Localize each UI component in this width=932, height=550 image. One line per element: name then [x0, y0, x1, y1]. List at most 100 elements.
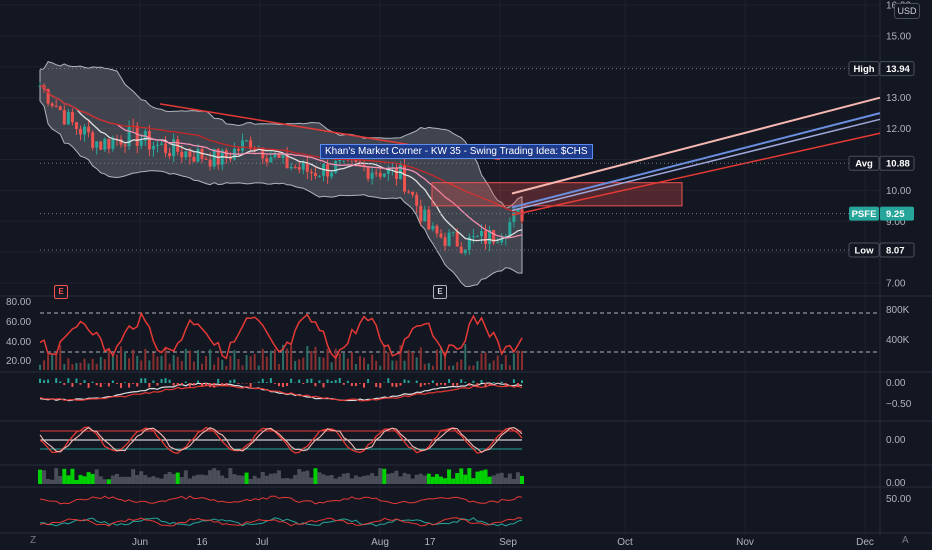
volume-bar — [358, 356, 361, 370]
candle-body — [151, 145, 155, 150]
candle-body — [496, 242, 500, 244]
price-tag-value-box — [880, 206, 914, 221]
macd-histogram-bar — [314, 383, 317, 387]
candle-body — [411, 191, 415, 195]
candle-body — [62, 110, 66, 125]
di-minus-line — [39, 517, 523, 527]
volume-bar — [496, 355, 499, 370]
volume-bar — [363, 357, 366, 370]
candle-body — [427, 209, 431, 230]
candle-body — [512, 212, 516, 223]
vol-osc-bar — [151, 476, 156, 484]
macd-histogram-bar — [500, 381, 503, 383]
candle-body — [74, 122, 78, 129]
vol-osc-bar — [386, 473, 391, 484]
candle-body — [58, 106, 62, 111]
vol-osc-bar — [102, 479, 107, 484]
vol-osc-bar — [374, 476, 379, 484]
candle-body — [188, 151, 192, 157]
macd-histogram-bar — [188, 383, 191, 387]
candle-body — [66, 112, 70, 125]
candle-body — [479, 230, 483, 237]
volume-bar — [95, 363, 98, 370]
price-tags: High 13.94 Avg 10.88 PSFE 9.25 Low 8.07 — [848, 61, 915, 258]
macd-histogram-bar — [144, 378, 147, 383]
volume-bar — [500, 363, 503, 370]
vol-osc-bar — [402, 472, 407, 484]
volume-bar — [427, 363, 430, 370]
currency-badge[interactable]: USD — [894, 3, 920, 19]
stoch-d-line — [39, 426, 523, 453]
candle-body — [285, 153, 289, 169]
volume-bar — [209, 349, 212, 370]
macd-histogram-bar — [115, 383, 118, 384]
vol-osc-bar — [285, 478, 290, 484]
volume-bar — [516, 350, 519, 370]
macd-line — [39, 382, 523, 402]
vol-osc-bar — [78, 474, 83, 484]
timezone-toggle[interactable]: Z — [30, 535, 37, 546]
earnings-badge[interactable]: E — [433, 285, 447, 299]
macd-histogram-bar — [484, 383, 487, 388]
vol-osc-bar — [281, 478, 286, 484]
vol-osc-bar — [333, 478, 338, 484]
idea-title-label: Khan's Market Corner - KW 35 - Swing Tra… — [320, 144, 593, 159]
candle-body — [386, 168, 390, 174]
volume-bar — [140, 360, 143, 370]
vol-osc-bar — [54, 468, 59, 484]
candle-body — [180, 151, 184, 158]
vol-osc-bar — [455, 472, 460, 484]
stoch-tick-label: 0.00 — [886, 435, 906, 446]
volume-bar — [176, 356, 179, 370]
vol-osc-bar — [406, 474, 411, 484]
vol-osc-bar — [131, 469, 136, 484]
rsi-tick-label: 60.00 — [6, 317, 31, 328]
macd-histogram-bar — [302, 383, 305, 384]
volume-bar — [286, 348, 289, 370]
vol-osc-bar — [155, 477, 160, 484]
vol-osc-bar — [167, 472, 172, 484]
macd-histogram-bar — [277, 383, 280, 387]
time-axis[interactable]: Jun 16 Jul Aug 17 Sep Oct Nov Dec — [132, 537, 874, 548]
vol-osc-bar — [240, 475, 245, 484]
macd-histogram-bar — [43, 380, 46, 383]
macd-histogram-bar — [379, 383, 382, 388]
vol-osc-bar — [313, 468, 318, 484]
macd-histogram-bar — [221, 383, 224, 386]
vol-osc-bar — [483, 469, 488, 484]
macd-histogram-bar — [136, 383, 139, 387]
vol-osc-bar — [398, 476, 403, 484]
volume-bar — [375, 360, 378, 370]
candle-body — [500, 238, 504, 243]
volume-bar — [160, 355, 163, 370]
candle-body — [366, 166, 370, 179]
candle-body — [443, 237, 447, 246]
volume-bar — [144, 348, 147, 370]
volume-bar — [423, 363, 426, 370]
macd-histogram-bar — [75, 378, 78, 383]
vol-osc-bar — [301, 471, 306, 484]
macd-histogram-bar — [306, 379, 309, 383]
volume-tick-label: 400K — [886, 335, 910, 346]
candle-body — [265, 158, 269, 163]
earnings-badge[interactable]: E — [54, 285, 68, 299]
volume-bar — [277, 364, 280, 370]
macd-histogram-bar — [330, 380, 333, 383]
vol-osc-tick-label: 0.00 — [886, 478, 906, 489]
auto-scale-toggle[interactable]: A — [902, 535, 909, 546]
candle-body — [431, 225, 435, 230]
vol-osc-bar — [520, 475, 524, 484]
vol-osc-bar — [260, 471, 265, 484]
vol-osc-bar — [244, 472, 249, 484]
macd-histogram-bar — [419, 383, 422, 387]
macd-histogram-bar — [273, 383, 276, 384]
grid-lines — [0, 0, 932, 535]
macd-histogram-bar — [148, 383, 151, 388]
vol-osc-bar — [252, 475, 257, 484]
candle-body — [196, 148, 200, 162]
vol-osc-bar — [42, 470, 47, 484]
vol-osc-bar — [289, 478, 294, 484]
volume-bar — [269, 350, 272, 370]
candle-body — [362, 164, 366, 167]
